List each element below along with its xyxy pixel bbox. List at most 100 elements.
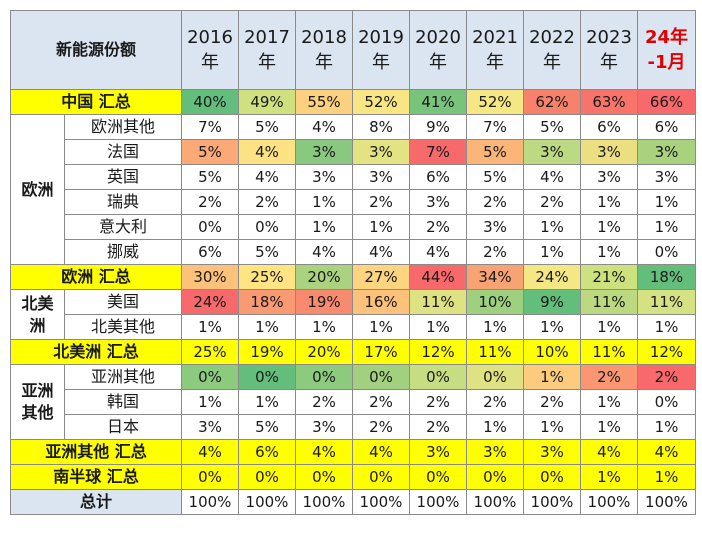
share-cell: 5% (238, 114, 296, 140)
share-cell: 6% (181, 239, 239, 265)
share-cell: 1% (580, 214, 638, 240)
year-header-line: 2018 (301, 26, 347, 48)
country-label: 亚洲其他 (64, 364, 182, 390)
table-row: 亚洲 其他 亚洲其他 0% 0% 0% 0% 0% 0% 1% 2% 2% (10, 364, 696, 440)
year-header: 2022 年 (523, 10, 581, 90)
share-cell: 3% (409, 439, 467, 465)
year-header: 2017 年 (238, 10, 296, 90)
share-cell: 4% (238, 139, 296, 165)
share-cell: 4% (637, 439, 696, 465)
year-header-line: -1月 (647, 52, 686, 73)
share-cell: 5% (181, 164, 239, 190)
year-header-line: 2016 (187, 26, 233, 48)
share-cell: 2% (352, 389, 410, 415)
share-cell: 0% (238, 214, 296, 240)
country-label: 北美其他 (64, 314, 182, 340)
share-cell: 11% (409, 289, 467, 315)
share-cell: 100% (352, 489, 410, 515)
share-cell: 17% (352, 339, 410, 365)
share-cell: 27% (352, 264, 410, 290)
country-label: 挪威 (64, 239, 182, 265)
share-cell: 100% (295, 489, 353, 515)
share-cell: 2% (238, 189, 296, 215)
year-header-line: 年 (543, 52, 561, 73)
share-cell: 21% (580, 264, 638, 290)
share-cell: 6% (238, 439, 296, 465)
table-row: 北美洲 汇总 25% 19% 20% 17% 12% 11% 10% 11% 12% (10, 339, 696, 365)
table-row: 中国 汇总 40% 49% 55% 52% 41% 52% 62% 63% 66% (10, 89, 696, 115)
share-cell: 2% (523, 189, 581, 215)
share-cell: 4% (580, 439, 638, 465)
country-label: 法国 (64, 139, 182, 165)
share-cell: 16% (352, 289, 410, 315)
share-cell: 2% (466, 239, 524, 265)
share-cell: 3% (352, 139, 410, 165)
year-header: 2018 年 (295, 10, 353, 90)
share-cell: 11% (580, 339, 638, 365)
region-label: 亚洲 其他 (10, 364, 65, 440)
share-cell: 0% (238, 464, 296, 490)
grand-total-label: 总计 (10, 489, 182, 515)
share-cell: 0% (238, 364, 296, 390)
share-cell: 100% (523, 489, 581, 515)
share-cell: 34% (466, 264, 524, 290)
share-cell: 1% (637, 464, 696, 490)
year-header-line: 年 (486, 52, 504, 73)
table-row: 法国 5% 4% 3% 3% 7% 5% 3% 3% 3% (11, 139, 696, 165)
share-cell: 1% (295, 214, 353, 240)
share-cell: 2% (409, 214, 467, 240)
year-header-line: 年 (372, 52, 390, 73)
country-label: 瑞典 (64, 189, 182, 215)
table-row: 总计 100% 100% 100% 100% 100% 100% 100% 100% 100% (10, 489, 696, 515)
subtotal-label: 中国 汇总 (10, 89, 182, 115)
country-label: 英国 (64, 164, 182, 190)
share-cell: 100% (637, 489, 696, 515)
share-cell: 10% (466, 289, 524, 315)
share-cell: 20% (295, 264, 353, 290)
share-cell: 3% (409, 189, 467, 215)
share-cell: 0% (181, 214, 239, 240)
share-cell: 62% (523, 89, 581, 115)
share-cell: 1% (637, 214, 696, 240)
year-header-line: 2017 (244, 26, 290, 48)
share-cell: 19% (295, 289, 353, 315)
header-row: 新能源份额 2016 年 2017 年 2018 年 2019 年 2020 年 2021 年 2022… (10, 10, 696, 90)
share-cell: 12% (409, 339, 467, 365)
share-cell: 1% (580, 464, 638, 490)
year-header: 2019 年 (352, 10, 410, 90)
share-cell: 3% (637, 164, 696, 190)
share-cell: 3% (580, 139, 638, 165)
share-cell: 1% (580, 189, 638, 215)
share-cell: 1% (295, 189, 353, 215)
share-cell: 2% (637, 364, 696, 390)
year-header: 24年 -1月 (637, 10, 696, 90)
share-cell: 2% (295, 389, 353, 415)
share-cell: 11% (637, 289, 696, 315)
share-cell: 1% (523, 239, 581, 265)
country-label: 欧洲其他 (64, 114, 182, 140)
share-cell: 18% (637, 264, 696, 290)
share-cell: 10% (523, 339, 581, 365)
share-cell: 1% (181, 314, 239, 340)
share-cell: 1% (580, 389, 638, 415)
share-cell: 2% (580, 364, 638, 390)
share-cell: 1% (523, 364, 581, 390)
share-cell: 55% (295, 89, 353, 115)
share-cell: 30% (181, 264, 239, 290)
share-cell: 25% (181, 339, 239, 365)
share-cell: 3% (295, 164, 353, 190)
year-header-line: 2019 (358, 26, 404, 48)
share-cell: 3% (352, 164, 410, 190)
share-cell: 0% (352, 364, 410, 390)
share-cell: 1% (352, 314, 410, 340)
year-header-line: 24年 (644, 26, 689, 48)
share-cell: 0% (523, 464, 581, 490)
share-cell: 100% (181, 489, 239, 515)
share-cell: 1% (466, 414, 524, 440)
year-header-line: 2023 (586, 26, 632, 48)
share-cell: 5% (466, 164, 524, 190)
share-cell: 2% (409, 389, 467, 415)
share-cell: 6% (637, 114, 696, 140)
table-title: 新能源份额 (10, 10, 182, 90)
share-cell: 11% (580, 289, 638, 315)
